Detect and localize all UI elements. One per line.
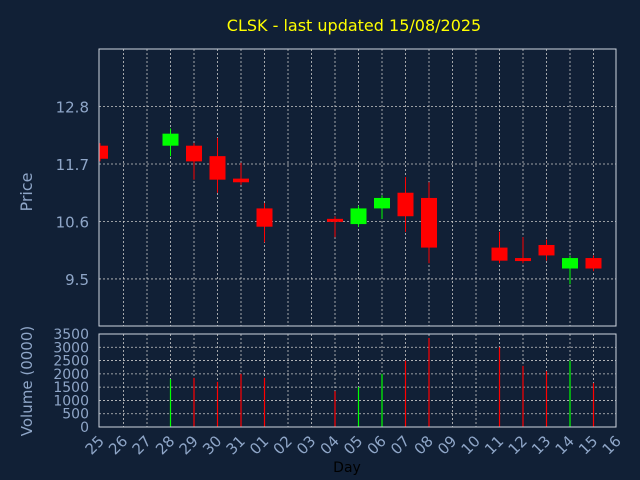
candle-body xyxy=(585,258,602,269)
price-tick-label: 9.5 xyxy=(65,271,89,289)
x-tick-label: 10 xyxy=(458,432,484,458)
x-tick-label: 09 xyxy=(434,432,460,458)
x-axis-label: Day xyxy=(333,460,361,476)
x-tick-label: 15 xyxy=(575,432,601,458)
x-tick-label: 31 xyxy=(223,432,249,458)
volume-tick-label: 2500 xyxy=(53,354,89,370)
volume-tick-label: 0 xyxy=(80,420,89,436)
candle-body xyxy=(209,156,226,180)
volume-tick-label: 3000 xyxy=(53,340,89,356)
x-tick-label: 12 xyxy=(505,432,531,458)
grid-layer xyxy=(99,49,616,427)
candle-body xyxy=(538,244,555,256)
x-tick-label: 27 xyxy=(129,432,155,458)
candle-body xyxy=(421,197,437,248)
x-tick-label: 04 xyxy=(317,432,343,458)
x-tick-label: 13 xyxy=(528,432,554,458)
candle-body xyxy=(186,145,202,162)
x-tick-label: 07 xyxy=(387,432,413,458)
x-tick-label: 16 xyxy=(599,432,625,458)
candle-body xyxy=(327,218,343,222)
x-tick-label: 03 xyxy=(293,432,319,458)
x-tick-label: 08 xyxy=(411,432,437,458)
candle-body xyxy=(491,247,508,261)
volume-panel-frame xyxy=(98,333,617,428)
marks-layer xyxy=(99,128,602,427)
volume-tick-label: 1000 xyxy=(53,393,89,409)
x-tick-label: 30 xyxy=(199,432,225,458)
candle-body xyxy=(350,208,367,225)
x-tick-label: 26 xyxy=(105,432,131,458)
x-tick-label: 29 xyxy=(176,432,202,458)
candle-body xyxy=(515,258,531,262)
x-tick-label: 02 xyxy=(270,432,296,458)
x-tick-label: 05 xyxy=(340,432,366,458)
price-tick-label: 11.7 xyxy=(56,156,89,174)
chart-title: CLSK - last updated 15/08/2025 xyxy=(227,16,481,35)
volume-tick-label: 2000 xyxy=(53,367,89,383)
x-tick-label: 06 xyxy=(364,432,390,458)
x-tick-label: 11 xyxy=(481,432,507,458)
price-tick-label: 10.6 xyxy=(56,213,89,231)
x-tick-label: 01 xyxy=(246,432,272,458)
candle-body xyxy=(162,133,179,146)
volume-tick-label: 500 xyxy=(62,407,89,423)
volume-tick-label: 1500 xyxy=(53,380,89,396)
volume-axis-label: Volume (0000) xyxy=(18,326,36,436)
x-tick-label: 14 xyxy=(552,432,578,458)
candle-body xyxy=(397,192,414,217)
price-axis-label: Price xyxy=(17,172,36,211)
candle-body xyxy=(233,178,249,183)
x-tick-label: 28 xyxy=(152,432,178,458)
volume-tick-label: 3500 xyxy=(53,327,89,343)
candle-body xyxy=(99,145,108,159)
candle-body xyxy=(562,258,578,269)
candle-body xyxy=(256,208,273,227)
candle-body xyxy=(374,197,390,209)
x-tick-label: 25 xyxy=(82,432,108,458)
labels-layer: 12.811.710.69.50500100015002000250030003… xyxy=(53,98,624,458)
price-panel-frame xyxy=(98,48,617,327)
price-tick-label: 12.8 xyxy=(56,98,89,116)
